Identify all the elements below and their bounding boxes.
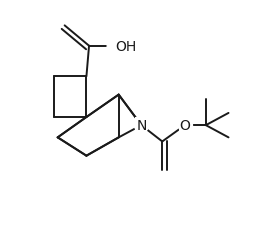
Text: N: N — [136, 119, 147, 133]
Text: OH: OH — [115, 40, 136, 54]
Text: O: O — [180, 119, 190, 133]
